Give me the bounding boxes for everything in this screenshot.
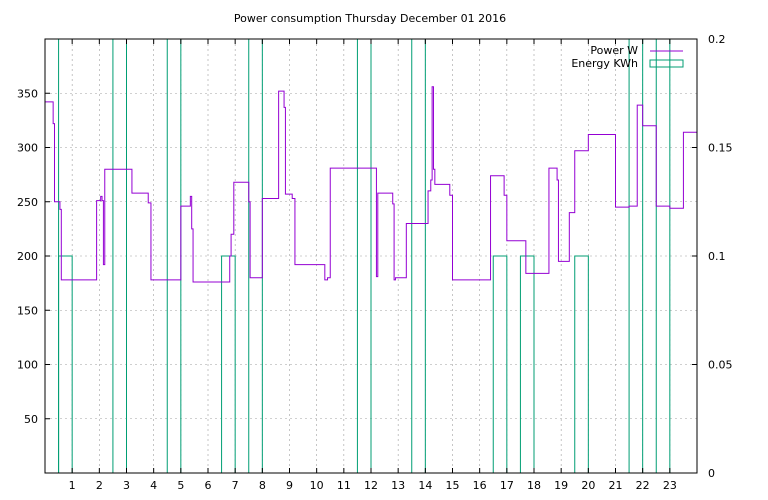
y-tick-label: 100 bbox=[17, 359, 38, 372]
energy-bar bbox=[112, 38, 127, 473]
axis-ticks: 1 2 3 4 5 6 7 8 9 10 11 12 13 14 15 16 17 18 19 20 21 22 23501… bbox=[17, 33, 733, 492]
x-tick-label: 18 bbox=[527, 479, 541, 492]
energy-bar bbox=[574, 255, 589, 473]
x-tick-label: 1 bbox=[69, 479, 76, 492]
energy-bar bbox=[492, 255, 508, 473]
y2-tick-label: 0.15 bbox=[708, 142, 733, 155]
y-tick-label: 350 bbox=[17, 87, 38, 100]
energy-series bbox=[44, 38, 671, 473]
power-line bbox=[45, 86, 697, 283]
x-tick-label: 9 bbox=[286, 479, 293, 492]
energy-bar bbox=[411, 38, 426, 473]
power-series bbox=[45, 86, 697, 283]
x-tick-label: 12 bbox=[364, 479, 378, 492]
energy-bar bbox=[166, 38, 182, 473]
legend: Power W Energy KWh bbox=[571, 44, 684, 70]
x-tick-label: 16 bbox=[473, 479, 487, 492]
x-tick-label: 8 bbox=[259, 479, 266, 492]
y-tick-label: 300 bbox=[17, 142, 38, 155]
y2-tick-label: 0.1 bbox=[708, 250, 726, 263]
y2-tick-label: 0 bbox=[708, 467, 715, 480]
x-tick-label: 5 bbox=[177, 479, 184, 492]
legend-label-energy: Energy KWh bbox=[571, 57, 638, 70]
x-tick-label: 19 bbox=[554, 479, 568, 492]
y-tick-label: 150 bbox=[17, 304, 38, 317]
energy-bar bbox=[221, 255, 236, 473]
energy-bar bbox=[655, 38, 671, 473]
x-tick-label: 23 bbox=[663, 479, 677, 492]
x-tick-label: 22 bbox=[636, 479, 650, 492]
x-tick-label: 6 bbox=[205, 479, 212, 492]
x-tick-label: 3 bbox=[123, 479, 130, 492]
y2-tick-label: 0.2 bbox=[708, 33, 726, 46]
x-tick-label: 10 bbox=[310, 479, 324, 492]
x-tick-label: 14 bbox=[418, 479, 432, 492]
x-tick-label: 7 bbox=[232, 479, 239, 492]
energy-bar bbox=[356, 38, 372, 473]
x-tick-label: 2 bbox=[96, 479, 103, 492]
x-tick-label: 20 bbox=[581, 479, 595, 492]
x-tick-label: 15 bbox=[446, 479, 460, 492]
y2-tick-label: 0.05 bbox=[708, 359, 733, 372]
y-tick-label: 200 bbox=[17, 250, 38, 263]
y-tick-label: 250 bbox=[17, 196, 38, 209]
x-tick-label: 21 bbox=[609, 479, 623, 492]
legend-label-power: Power W bbox=[590, 44, 638, 57]
x-tick-label: 17 bbox=[500, 479, 514, 492]
energy-bar bbox=[519, 255, 535, 473]
legend-swatch-energy bbox=[649, 59, 684, 68]
energy-bar bbox=[58, 255, 73, 473]
x-tick-label: 11 bbox=[337, 479, 351, 492]
x-tick-label: 13 bbox=[391, 479, 405, 492]
y-tick-label: 50 bbox=[24, 413, 38, 426]
chart-title: Power consumption Thursday December 01 2… bbox=[234, 12, 506, 25]
x-tick-label: 4 bbox=[150, 479, 157, 492]
